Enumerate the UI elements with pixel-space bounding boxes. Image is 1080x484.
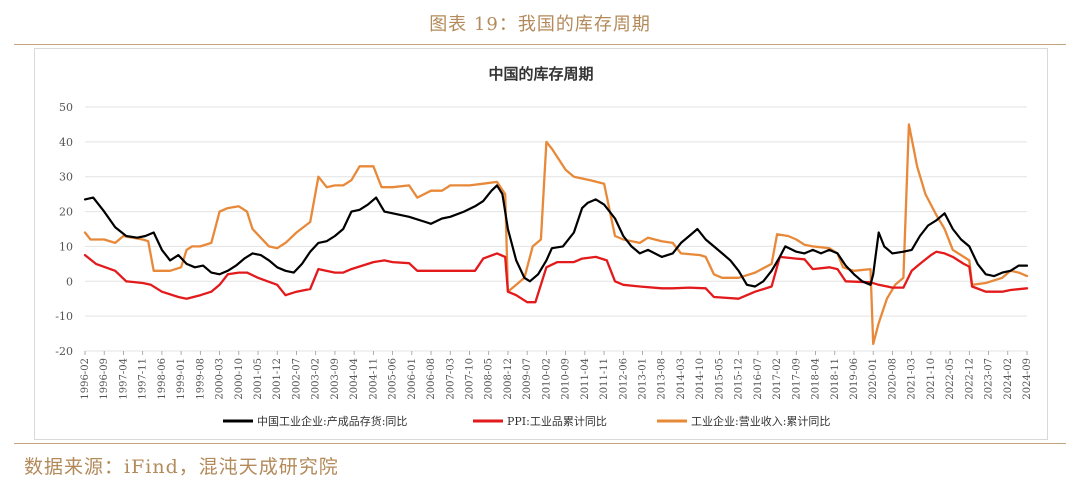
x-tick-label: 2016-07	[753, 358, 764, 400]
x-tick-label: 2010-09	[561, 358, 572, 400]
y-tick-label: 20	[59, 206, 73, 219]
x-tick-label: 2015-05	[714, 358, 725, 400]
x-tick-label: 2005-06	[388, 358, 399, 400]
chart-title: 中国的库存周期	[488, 65, 593, 83]
x-tick-label: 2020-01	[868, 358, 879, 400]
x-tick-label: 2018-11	[830, 358, 841, 400]
top-rule	[14, 44, 1066, 45]
x-tick-label: 1999-01	[176, 358, 187, 400]
y-tick-label: 30	[59, 171, 73, 184]
x-tick-label: 2000-03	[215, 358, 226, 400]
source-note: 数据来源：iFind，混沌天成研究院	[24, 456, 339, 478]
y-tick-label: 0	[66, 275, 73, 288]
x-tick-label: 2022-05	[945, 358, 956, 400]
series-line-revenue	[83, 123, 1029, 346]
x-tick-label: 2001-05	[253, 358, 264, 400]
x-tick-label: 2011-11	[599, 358, 610, 400]
x-tick-label: 2007-03	[445, 358, 456, 400]
x-tick-label: 2009-07	[522, 358, 533, 400]
y-tick-label: -10	[55, 310, 73, 323]
x-tick-label: 2004-04	[349, 358, 360, 400]
chart-panel: 中国的库存周期 -20 -10 0 10 20 30 40 50 1996-02 1996-09…	[34, 48, 1048, 440]
x-tick-label: 2022-12	[964, 358, 975, 400]
x-tick-label: 2013-01	[638, 358, 649, 400]
x-tick-label: 2017-09	[791, 358, 802, 400]
x-tick-label: 2019-06	[849, 358, 860, 400]
x-tick-label: 1996-02	[80, 358, 91, 400]
x-tick-label: 2024-09	[1022, 358, 1033, 400]
x-tick-label: 2010-02	[541, 358, 552, 400]
legend-label-ppi: PPI:工业品累计同比	[507, 415, 607, 428]
x-tick-label: 2003-09	[330, 358, 341, 400]
x-tick-label: 2001-12	[272, 358, 283, 400]
x-tick-label: 2021-10	[926, 358, 937, 400]
x-tick-label: 1999-08	[195, 358, 206, 400]
bottom-rule	[14, 443, 1066, 444]
x-tick-label: 2020-08	[887, 358, 898, 400]
legend-label-inventory: 中国工业企业:产成品存货:同比	[257, 414, 407, 428]
x-tick-label: 2000-10	[234, 358, 245, 400]
x-tick-label: 2014-10	[695, 358, 706, 400]
x-tick-label: 1996-09	[99, 358, 110, 400]
x-tick-label: 2008-12	[503, 358, 514, 400]
x-tick-label: 2011-04	[580, 358, 591, 400]
x-tick-label: 2006-01	[407, 358, 418, 400]
x-axis-ticks: 1996-02 1996-09 1997-04 1997-11 1998-06 1999-…	[80, 351, 1033, 400]
x-tick-label: 2017-02	[772, 358, 783, 400]
x-tick-label: 2003-02	[311, 358, 322, 400]
x-tick-label: 2008-05	[484, 358, 495, 400]
y-tick-label: -20	[55, 345, 73, 358]
x-tick-label: 2018-04	[811, 358, 822, 400]
figure-title: 图表 19：我国的库存周期	[429, 14, 651, 35]
x-tick-label: 2002-07	[291, 358, 302, 400]
x-tick-label: 2007-10	[464, 358, 475, 400]
inventory-cycle-chart: 中国的库存周期 -20 -10 0 10 20 30 40 50 1996-02 1996-09…	[55, 65, 1033, 428]
grid-lines	[85, 106, 1027, 352]
x-tick-label: 2015-12	[734, 358, 745, 400]
x-tick-label: 1998-06	[157, 358, 168, 400]
x-tick-label: 2013-08	[657, 358, 668, 400]
x-tick-label: 2021-03	[907, 358, 918, 400]
y-axis-ticks: -20 -10 0 10 20 30 40 50	[55, 101, 73, 358]
x-tick-label: 1997-11	[138, 358, 149, 400]
series-lines	[83, 123, 1029, 346]
y-tick-label: 40	[59, 136, 73, 149]
x-tick-label: 2023-07	[984, 358, 995, 400]
x-tick-label: 2004-11	[368, 358, 379, 400]
series-line-ppi	[83, 250, 1029, 304]
legend-label-revenue: 工业企业:营业收入:累计同比	[691, 414, 830, 428]
x-tick-label: 2012-06	[618, 358, 629, 400]
legend: 中国工业企业:产成品存货:同比 PPI:工业品累计同比 工业企业:营业收入:累计同比	[223, 414, 830, 428]
x-tick-label: 2024-02	[1003, 358, 1014, 400]
x-tick-label: 2014-03	[676, 358, 687, 400]
x-tick-label: 2006-08	[426, 358, 437, 400]
y-tick-label: 50	[59, 101, 73, 114]
y-tick-label: 10	[59, 240, 73, 253]
series-line-inventory	[83, 184, 1029, 288]
x-tick-label: 1997-04	[118, 358, 129, 400]
